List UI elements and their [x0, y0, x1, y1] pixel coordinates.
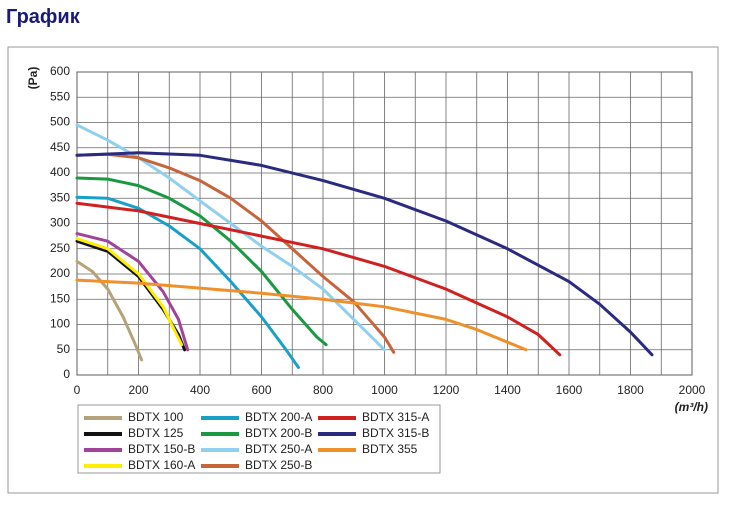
- curve: [75, 176, 328, 347]
- x-tick-label: 200: [128, 383, 148, 397]
- legend-label: BDTX 100: [128, 410, 184, 424]
- curve: [75, 151, 654, 357]
- x-tick-label: 2000: [679, 383, 706, 397]
- x-tick-label: 800: [313, 383, 333, 397]
- y-tick-label: 250: [50, 241, 70, 255]
- legend-label: BDTX 250-A: [245, 442, 312, 456]
- x-tick-label: 1400: [494, 383, 521, 397]
- legend-label: BDTX 250-B: [245, 458, 312, 472]
- curve: [75, 201, 562, 357]
- y-tick-label: 50: [57, 342, 71, 356]
- curve: [75, 123, 386, 352]
- page-title: График: [6, 6, 80, 28]
- y-tick-label: 400: [50, 165, 70, 179]
- y-tick-label: 100: [50, 317, 70, 331]
- y-tick-label: 550: [50, 89, 70, 103]
- y-tick-label: 0: [63, 367, 70, 381]
- y-tick-label: 150: [50, 291, 70, 305]
- curve: [75, 152, 396, 354]
- x-tick-label: 1800: [617, 383, 644, 397]
- y-axis-label: (Pa): [26, 67, 40, 90]
- y-tick-label: 300: [50, 216, 70, 230]
- legend-label: BDTX 160-A: [128, 458, 195, 472]
- x-tick-label: 1000: [371, 383, 398, 397]
- legend-label: BDTX 200-A: [245, 410, 312, 424]
- curve: [75, 232, 190, 352]
- legend-label: BDTX 315-A: [362, 410, 429, 424]
- curve: [75, 278, 528, 352]
- y-tick-label: 350: [50, 190, 70, 204]
- legend-label: BDTX 125: [128, 426, 184, 440]
- y-tick-label: 450: [50, 140, 70, 154]
- y-tick-label: 600: [50, 64, 70, 78]
- x-tick-label: 0: [74, 383, 81, 397]
- x-tick-label: 1200: [433, 383, 460, 397]
- legend-label: BDTX 355: [362, 442, 418, 456]
- curve: [75, 237, 184, 347]
- x-axis-label: (m³/h): [675, 400, 708, 414]
- legend-label: BDTX 315-B: [362, 426, 429, 440]
- x-tick-label: 600: [251, 383, 271, 397]
- curve: [75, 195, 300, 369]
- legend-label: BDTX 200-B: [245, 426, 312, 440]
- x-tick-label: 1600: [556, 383, 583, 397]
- y-tick-label: 500: [50, 115, 70, 129]
- legend-box: [77, 404, 441, 474]
- chart-frame: [7, 46, 719, 494]
- legend-label: BDTX 150-B: [128, 442, 195, 456]
- x-tick-label: 400: [190, 383, 210, 397]
- curve: [75, 259, 144, 362]
- y-tick-label: 200: [50, 266, 70, 280]
